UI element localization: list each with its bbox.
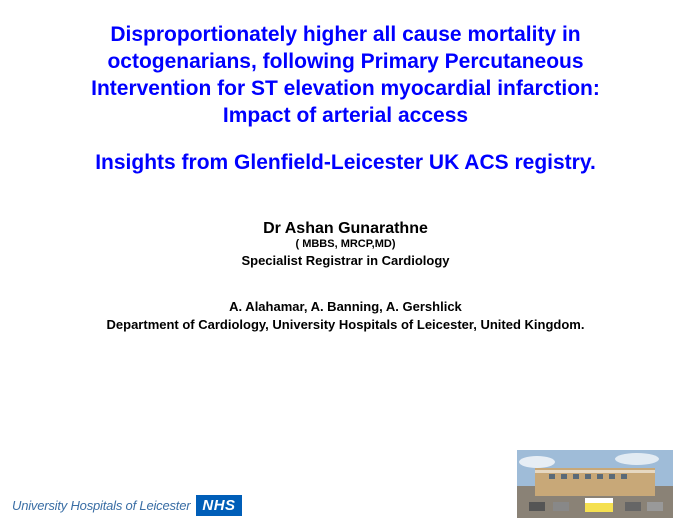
slide-title: Disproportionately higher all cause mort… [91, 22, 600, 176]
photo-window [561, 474, 567, 479]
nhs-badge: NHS [196, 495, 241, 516]
hospital-photo-svg [517, 450, 673, 518]
photo-car [553, 502, 569, 511]
affiliation: Department of Cardiology, University Hos… [107, 316, 585, 334]
title-line-2: octogenarians, following Primary Percuta… [91, 49, 600, 76]
photo-window [573, 474, 579, 479]
title-line-1: Disproportionately higher all cause mort… [91, 22, 600, 49]
hospital-photo [517, 450, 673, 518]
photo-ambulance-top [585, 498, 613, 503]
author-credentials: ( MBBS, MRCP,MD) [241, 238, 449, 250]
photo-window [621, 474, 627, 479]
title-line-3: Intervention for ST elevation myocardial… [91, 76, 600, 103]
photo-car [529, 502, 545, 511]
title-line-5: Insights from Glenfield-Leicester UK ACS… [91, 150, 600, 177]
author-block: Dr Ashan Gunarathne ( MBBS, MRCP,MD) Spe… [241, 220, 449, 268]
slide: Disproportionately higher all cause mort… [0, 0, 691, 532]
photo-car [647, 502, 663, 511]
photo-window [597, 474, 603, 479]
photo-window [549, 474, 555, 479]
department-block: A. Alahamar, A. Banning, A. Gershlick De… [107, 298, 585, 333]
photo-car [625, 502, 641, 511]
footer: University Hospitals of Leicester NHS [0, 452, 691, 522]
author-role: Specialist Registrar in Cardiology [241, 253, 449, 268]
photo-building-stripe [535, 470, 655, 473]
title-gap [91, 130, 600, 150]
org-name: University Hospitals of Leicester [12, 498, 190, 513]
title-line-4: Impact of arterial access [91, 103, 600, 130]
photo-cloud [615, 453, 659, 465]
photo-cloud [519, 456, 555, 468]
coauthors: A. Alahamar, A. Banning, A. Gershlick [107, 298, 585, 316]
author-name: Dr Ashan Gunarathne [241, 220, 449, 238]
org-logo: University Hospitals of Leicester NHS [12, 495, 242, 516]
photo-window [609, 474, 615, 479]
photo-window [585, 474, 591, 479]
